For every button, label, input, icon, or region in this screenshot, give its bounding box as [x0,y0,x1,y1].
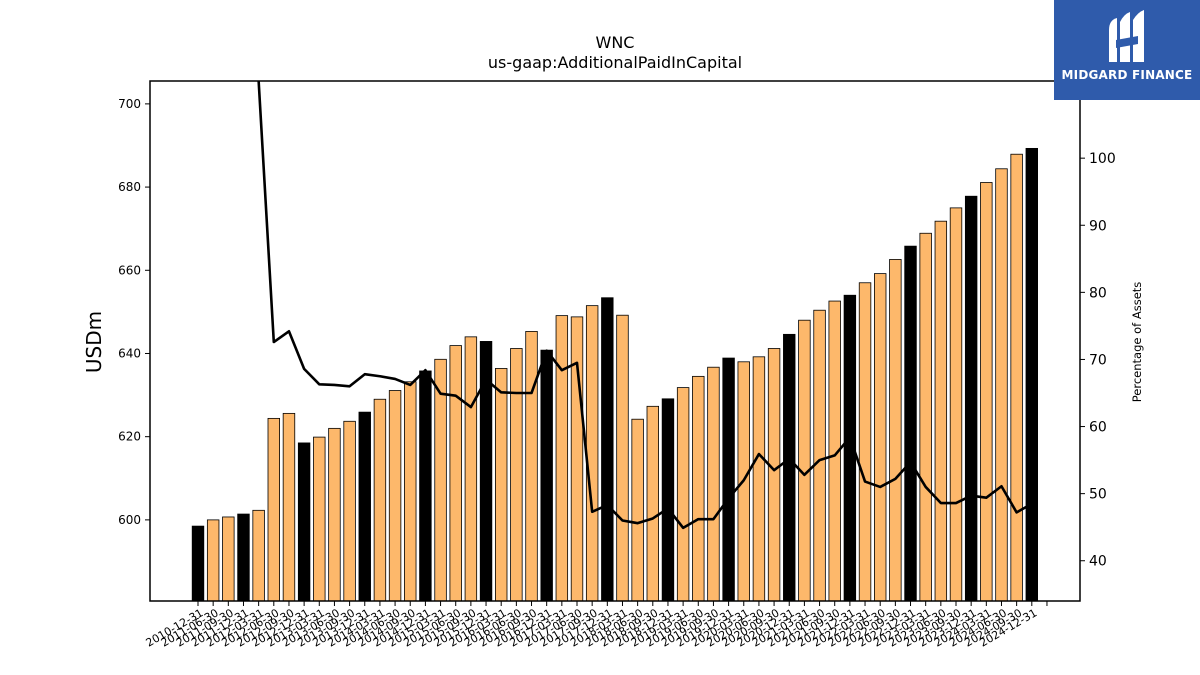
bar [798,319,811,602]
y-tick-label: 600 [118,513,141,527]
bar [570,316,584,602]
y-axis-label: USDm [82,311,106,373]
bar [313,436,326,602]
y2-tick-label: 100 [1089,151,1116,167]
bar [449,345,462,602]
line-layer [257,81,1033,530]
bar [297,442,311,602]
bar [661,398,675,602]
bar [783,333,796,602]
bar [919,232,932,602]
bar [646,405,660,602]
bar [328,427,341,602]
y2-tick-label: 60 [1089,420,1107,436]
y2-tick-label: 50 [1089,487,1107,503]
y2-tick-label: 80 [1089,285,1107,301]
bar [889,259,902,602]
bar [904,245,917,602]
bar [934,220,948,602]
bar [964,195,978,602]
bar [237,513,250,602]
y2-tick-label: 40 [1089,554,1107,570]
bar [858,282,872,602]
bar [404,381,417,602]
bar [419,370,432,602]
plot-frame [149,80,1081,602]
midgard-logo-icon [1109,10,1144,62]
bar [813,309,826,602]
bar [980,182,993,602]
y-tick-label: 620 [118,430,141,444]
bar [752,356,766,602]
bar [692,375,705,602]
y2-axis-label: Percentage of Assets [1130,282,1144,403]
y-tick-label: 640 [118,346,141,360]
bar [464,336,478,602]
bar [601,297,614,602]
bar [267,417,281,602]
bar [555,315,569,602]
bar [358,411,371,602]
chart-title: WNC [596,33,635,52]
bars-layer [191,147,1039,602]
bar [767,348,781,602]
bar [1025,147,1039,602]
bar [874,273,887,602]
bar [252,509,265,602]
brand-name: MIDGARD FINANCE [1061,68,1193,82]
percent-assets-line [257,81,1033,530]
bar [222,516,235,602]
brand-logo: MIDGARD FINANCE [1054,0,1200,100]
y2-tick-label: 70 [1089,352,1107,368]
y-tick-label: 680 [118,180,141,194]
bar [995,168,1008,602]
titles-layer: WNC us-gaap:AdditionalPaidInCapital USDm… [82,33,1144,402]
bar [707,366,720,602]
bar [373,398,387,602]
bar [206,519,220,602]
bar [282,412,296,602]
bar [434,358,447,602]
bar [540,349,553,602]
bar [494,368,508,602]
bar [722,357,735,602]
bar [1010,153,1023,602]
bar [343,420,356,602]
y2-tick-label: 90 [1089,218,1107,234]
bar [631,418,644,602]
bar [676,387,690,602]
bar [616,314,629,602]
bar [585,305,599,602]
bar [525,331,538,602]
axes-layer: 6006206406606807004050607080901002010-12… [118,80,1116,650]
bar [510,348,523,602]
y-tick-label: 660 [118,263,141,277]
chart-subtitle: us-gaap:AdditionalPaidInCapital [488,53,742,72]
y-tick-label: 700 [118,97,141,111]
bar [949,207,963,602]
bar [191,525,205,602]
bar [388,390,402,602]
